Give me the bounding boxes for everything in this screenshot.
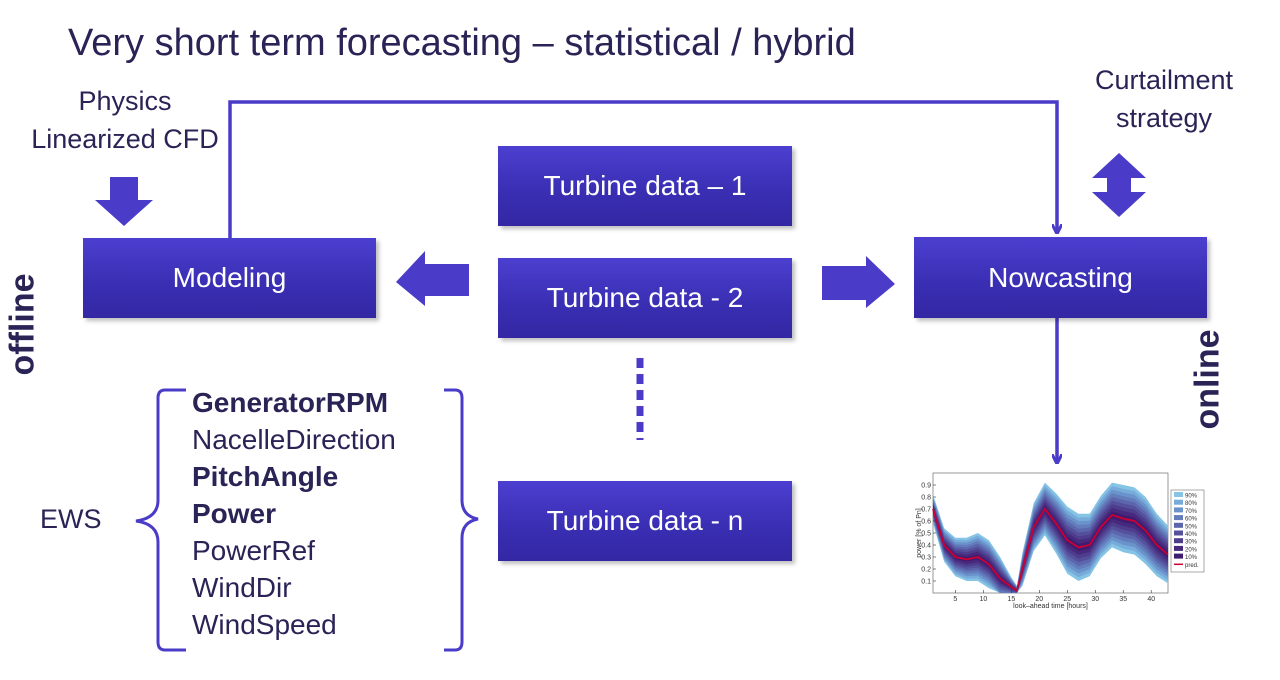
signal-item: WindSpeed bbox=[192, 609, 337, 640]
y-tick-label: 0.4 bbox=[921, 543, 931, 550]
y-axis-label: power [% of Pn] bbox=[916, 508, 923, 557]
legend-swatch bbox=[1174, 553, 1183, 559]
signal-item: GeneratorRPM bbox=[192, 387, 389, 418]
signal-item: PitchAngle bbox=[192, 461, 339, 492]
x-tick-label: 10 bbox=[979, 596, 987, 603]
left-block-arrow bbox=[396, 251, 469, 306]
legend-label: pred. bbox=[1185, 563, 1199, 569]
modeling-label: Modeling bbox=[172, 262, 287, 293]
prediction-line bbox=[932, 507, 1169, 593]
legend-swatch bbox=[1174, 522, 1183, 528]
legend-label: 20% bbox=[1185, 547, 1198, 553]
legend-label: 80% bbox=[1185, 501, 1198, 507]
quantile-band bbox=[933, 506, 1168, 592]
legend-label: 40% bbox=[1185, 532, 1198, 538]
ews-label: EWS bbox=[40, 504, 102, 534]
legend-swatch bbox=[1174, 538, 1183, 544]
legend-label: 70% bbox=[1185, 509, 1198, 515]
turbine-data-1-label: Turbine data – 1 bbox=[543, 170, 747, 201]
x-tick-label: 40 bbox=[1147, 596, 1155, 603]
legend-swatch bbox=[1174, 545, 1183, 551]
signal-item: Power bbox=[192, 498, 277, 529]
x-tick-label: 5 bbox=[953, 596, 957, 603]
signal-item: NacelleDirection bbox=[192, 424, 396, 455]
left-brace bbox=[135, 388, 186, 652]
right-block-arrow bbox=[822, 256, 895, 308]
signal-item: WindDir bbox=[192, 572, 292, 603]
turbine-data-n-box: Turbine data - n bbox=[498, 481, 792, 561]
legend-label: 10% bbox=[1185, 555, 1198, 561]
y-tick-label: 0.5 bbox=[921, 531, 931, 538]
y-tick-label: 0.7 bbox=[921, 507, 931, 514]
turbine-data-2-label: Turbine data - 2 bbox=[546, 282, 744, 313]
legend-label: 30% bbox=[1185, 540, 1198, 546]
legend-label: 90% bbox=[1185, 494, 1198, 500]
x-tick-label: 35 bbox=[1119, 596, 1127, 603]
legend-swatch bbox=[1174, 515, 1183, 521]
turbine-data-1-box: Turbine data – 1 bbox=[498, 146, 792, 226]
turbine-data-n-label: Turbine data - n bbox=[546, 505, 744, 536]
page-title: Very short term forecasting – statistica… bbox=[68, 22, 856, 64]
curtailment-label: Curtailment strategy bbox=[1074, 61, 1254, 137]
legend-label: 60% bbox=[1185, 517, 1198, 523]
x-axis-label: look–ahead time [hours] bbox=[1013, 603, 1088, 610]
physics-down-arrow bbox=[95, 177, 153, 226]
y-tick-label: 0.1 bbox=[921, 579, 931, 586]
y-tick-label: 0.6 bbox=[921, 519, 931, 526]
curtailment-label-line2: strategy bbox=[1115, 103, 1213, 133]
legend-swatch bbox=[1174, 499, 1183, 505]
physics-label-line1: Physics bbox=[78, 86, 172, 116]
legend-label: 50% bbox=[1185, 524, 1198, 530]
nowcasting-label: Nowcasting bbox=[988, 261, 1133, 293]
modeling-box: Modeling bbox=[83, 238, 376, 318]
curtailment-updown-arrow bbox=[1092, 153, 1146, 217]
physics-label: Physics Linearized CFD bbox=[10, 82, 240, 158]
x-tick-label: 15 bbox=[1007, 596, 1015, 603]
signal-item: PowerRef bbox=[192, 535, 315, 566]
physics-label-line2: Linearized CFD bbox=[31, 124, 219, 154]
y-tick-label: 0.9 bbox=[921, 483, 931, 490]
x-tick-label: 20 bbox=[1035, 596, 1043, 603]
y-tick-label: 0.8 bbox=[921, 495, 931, 502]
legend-swatch bbox=[1174, 507, 1183, 513]
legend-swatch bbox=[1174, 530, 1183, 536]
right-brace bbox=[444, 388, 479, 652]
turbine-data-2-box: Turbine data - 2 bbox=[498, 258, 792, 338]
nowcasting-box: Nowcasting bbox=[914, 237, 1207, 318]
x-tick-label: 30 bbox=[1091, 596, 1099, 603]
legend-swatch bbox=[1174, 492, 1183, 497]
feedback-line bbox=[228, 100, 1057, 238]
curtailment-label-line1: Curtailment bbox=[1094, 65, 1234, 95]
x-tick-label: 25 bbox=[1063, 596, 1071, 603]
signal-list: GeneratorRPM NacelleDirection PitchAngle… bbox=[192, 384, 396, 643]
y-tick-label: 0.2 bbox=[921, 567, 931, 574]
y-tick-label: 0.3 bbox=[921, 555, 931, 562]
